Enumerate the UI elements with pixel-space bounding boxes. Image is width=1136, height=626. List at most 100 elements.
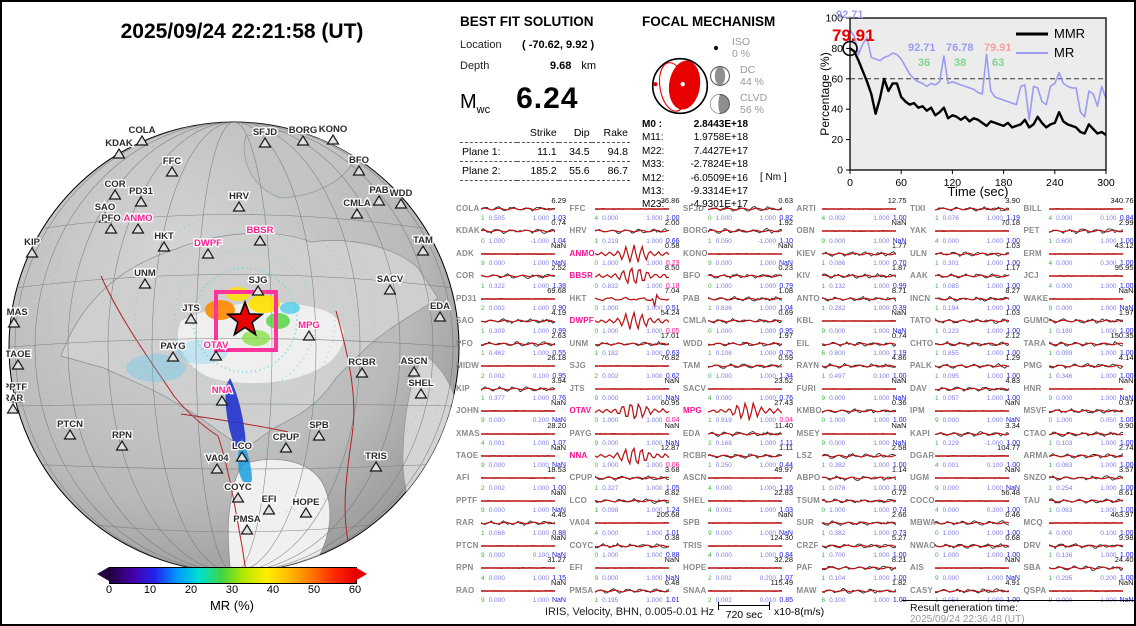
station-ratio-value: 0.88 bbox=[665, 552, 680, 560]
station-cell-pptf: PPTF NaN 9 0.000 1.000 NaN bbox=[456, 487, 567, 514]
station-fit-params: 1 0.836 1.000 bbox=[708, 305, 776, 313]
station-name: WAKE bbox=[1023, 293, 1049, 303]
colorbar-tick: 0 bbox=[105, 584, 113, 596]
station-cell-rar: RAR 4.45 1 0.068 1.000 0.88 bbox=[456, 510, 567, 536]
station-waveform bbox=[935, 340, 1009, 347]
colorbar-gradient bbox=[109, 567, 357, 584]
station-name: GUMO bbox=[1023, 316, 1050, 326]
station-ratio-value: NaN bbox=[1119, 394, 1134, 402]
station-ratio-value: NaN bbox=[778, 529, 793, 537]
time-scale-bar bbox=[718, 602, 770, 610]
station-waveform bbox=[821, 250, 896, 257]
station-cell-rcbr: RCBR 1.11 1 0.250 1.000 0.44 bbox=[683, 443, 794, 469]
station-triangle-marker bbox=[11, 358, 25, 370]
station-waveform bbox=[821, 273, 896, 280]
station-name: SBA bbox=[1023, 563, 1041, 573]
station-peak-value: 340.76 bbox=[1110, 196, 1134, 205]
station-fit-params: 1 0.103 1.000 bbox=[1048, 439, 1117, 447]
station-peak-value: NaN bbox=[1004, 555, 1020, 565]
station-map-label: RCBR bbox=[348, 357, 376, 368]
station-name: MSEY bbox=[796, 428, 820, 438]
station-waveform bbox=[594, 542, 669, 549]
chart-y-tick: 0 bbox=[837, 165, 843, 177]
station-map-label: HKT bbox=[154, 231, 174, 242]
station-map-label: TAOE bbox=[6, 349, 31, 360]
station-waveform bbox=[1048, 297, 1123, 300]
station-name: SFJD bbox=[683, 204, 705, 213]
colorbar-left-arrow bbox=[97, 567, 109, 581]
station-map-label: LCO bbox=[232, 441, 252, 452]
station-peak-value: 3.90 bbox=[1005, 196, 1020, 205]
station-cell-ptcn: PTCN NaN 9 0.000 0.100 NaN bbox=[456, 533, 567, 560]
station-triangle-marker bbox=[302, 329, 316, 341]
station-ratio-value: 0.23 bbox=[665, 260, 680, 268]
station-fit-params: 0 1.000 1.000 bbox=[594, 552, 663, 560]
station-waveform bbox=[708, 477, 782, 480]
station-waveform bbox=[935, 318, 1009, 324]
station-name: DWPF bbox=[569, 316, 594, 326]
station-fit-params: 9 0.000 1.000 bbox=[594, 394, 663, 402]
station-peak-value: NaN bbox=[550, 487, 566, 497]
station-ratio-value: 0.18 bbox=[665, 282, 680, 290]
station-name: TAOE bbox=[456, 450, 479, 460]
station-cell-borg: BORG 1.92 1 0.050 -1.000 1.10 bbox=[683, 218, 794, 244]
station-ratio-value: NaN bbox=[892, 394, 907, 402]
clvd-label: CLVD bbox=[740, 92, 768, 104]
station-waveform bbox=[821, 587, 896, 594]
station-fit-params: 1 0.132 1.000 bbox=[821, 282, 890, 290]
station-triangle-marker bbox=[407, 365, 421, 377]
station-fit-params: 4 0.002 1.000 bbox=[821, 215, 890, 223]
chart-x-tick: 180 bbox=[995, 177, 1013, 189]
station-fit-params: 1 0.377 1.000 bbox=[481, 394, 549, 402]
station-cell-tato: TATO 1.03 1 0.223 1.000 1.00 bbox=[910, 308, 1021, 334]
station-name: RCBR bbox=[683, 450, 707, 460]
station-ratio-value: 0.66 bbox=[665, 237, 680, 245]
station-cell-bbsr: BBSR 8.50 0 0.832 1.000 0.18 bbox=[570, 263, 681, 290]
station-peak-value: 56.48 bbox=[1001, 487, 1020, 497]
station-name: MAW bbox=[796, 585, 817, 595]
station-fit-params: 9 0.000 0.100 bbox=[481, 552, 549, 560]
station-peak-value: 2.58 bbox=[891, 442, 907, 452]
station-cell-arma: ARMA 2.74 1 0.083 1.000 1.00 bbox=[1024, 443, 1135, 469]
station-fit-params: 1 0.462 1.000 bbox=[481, 350, 549, 358]
station-waveform bbox=[821, 498, 896, 504]
station-ratio-value: 0.84 bbox=[1119, 215, 1134, 223]
station-cell-mbwa: MBWA 0.46 0 1.000 1.000 1.00 bbox=[910, 510, 1021, 536]
station-waveform bbox=[935, 542, 1009, 549]
station-map-label: BFO bbox=[349, 155, 369, 166]
station-waveform bbox=[821, 408, 896, 415]
station-ratio-value: NaN bbox=[551, 260, 566, 268]
station-peak-value: NaN bbox=[550, 240, 566, 250]
plane-col-header: Strike bbox=[517, 124, 559, 143]
station-map-label: PFO bbox=[101, 213, 121, 224]
station-cell-sao: SAO 4.19 1 0.309 1.000 0.99 bbox=[456, 308, 567, 334]
station-cell-payg: PAYG NaN 9 0.000 1.000 NaN bbox=[570, 421, 681, 447]
station-waveform bbox=[1048, 475, 1123, 482]
station-name: QSPA bbox=[1023, 585, 1047, 595]
station-cell-tixi: TIXI 3.90 1 0.076 1.000 1.19 bbox=[910, 196, 1021, 222]
station-map-label: PD31 bbox=[129, 186, 153, 197]
station-fit-params: 9 0.000 1.000 bbox=[821, 327, 890, 335]
station-name: RAYN bbox=[796, 361, 820, 371]
station-cell-ais: AIS NaN 9 0.000 1.000 NaN bbox=[910, 555, 1021, 581]
station-ratio-value: 1.01 bbox=[665, 597, 680, 605]
station-fit-params: 1 0.295 0.200 bbox=[1048, 574, 1117, 582]
station-ratio-value: 1.00 bbox=[1119, 507, 1134, 515]
station-peak-value: 0.59 bbox=[778, 353, 793, 363]
station-map-label: MPG bbox=[298, 320, 320, 331]
station-peak-value: NaN bbox=[550, 577, 566, 587]
station-name: KIV bbox=[796, 271, 811, 281]
station-name: COCO bbox=[910, 495, 935, 505]
station-waveform bbox=[935, 273, 1009, 279]
station-peak-value: 8.50 bbox=[664, 263, 680, 273]
station-name: PPTF bbox=[456, 495, 478, 505]
station-waveform bbox=[1048, 387, 1123, 390]
station-waveform bbox=[481, 477, 555, 480]
station-triangle-marker bbox=[63, 428, 77, 440]
station-peak-value: 12.87 bbox=[660, 442, 680, 452]
station-name: PMSA bbox=[569, 585, 594, 595]
station-name: TATO bbox=[910, 316, 932, 326]
station-peak-value: 124.30 bbox=[770, 532, 793, 542]
station-triangle-marker bbox=[232, 200, 246, 212]
station-cell-jts: JTS NaN 9 0.000 1.000 NaN bbox=[570, 376, 681, 402]
